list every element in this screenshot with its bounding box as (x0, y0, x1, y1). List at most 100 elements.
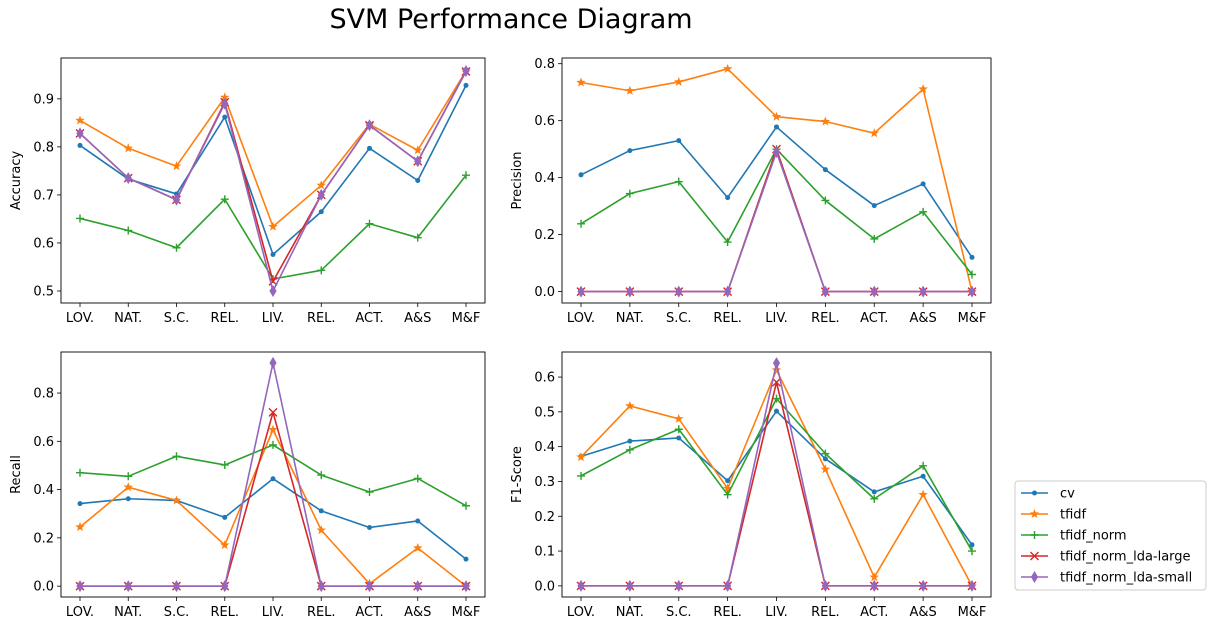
series-line (79, 444, 467, 507)
x-tick-label: S.C. (164, 311, 190, 326)
data-point (919, 461, 928, 470)
data-point (77, 501, 83, 507)
y-tick-label: 0.5 (33, 284, 54, 299)
figure-title: SVM Performance Diagram (329, 4, 693, 35)
legend-marker (1030, 551, 1039, 561)
series-cv (578, 408, 975, 548)
data-point (367, 145, 372, 151)
y-tick-label: 0.4 (534, 440, 555, 455)
x-tick-label: ACT. (860, 605, 888, 620)
data-point (318, 209, 324, 215)
data-point (172, 193, 181, 206)
data-point (125, 496, 131, 502)
data-point (365, 119, 374, 132)
x-tick-label: REL. (811, 311, 840, 326)
series-tfidf-norm (577, 394, 976, 556)
y-tick-label: 0.0 (33, 580, 54, 595)
data-point (413, 233, 422, 242)
legend-label: cv (1060, 487, 1075, 502)
y-tick-label: 0.7 (33, 188, 54, 203)
data-point (270, 251, 276, 257)
data-point (412, 543, 423, 553)
data-point (821, 196, 830, 205)
series-line (80, 362, 466, 587)
data-point (268, 424, 278, 434)
data-point (627, 438, 633, 444)
data-point (221, 580, 229, 593)
data-point (317, 580, 325, 593)
y-axis-label: Precision (510, 151, 525, 209)
data-point (870, 285, 878, 298)
data-point (772, 394, 781, 403)
x-tick-label: REL. (307, 605, 336, 620)
data-point (722, 483, 733, 493)
data-point (723, 490, 732, 499)
data-point (367, 524, 372, 530)
data-point (221, 97, 229, 110)
y-tick-label: 0.4 (33, 483, 54, 498)
data-point (317, 471, 326, 480)
series-line (79, 428, 467, 587)
x-tick-label: ACT. (355, 605, 383, 620)
y-tick-label: 0.3 (534, 475, 555, 490)
data-point (822, 167, 828, 173)
data-point (772, 146, 781, 159)
x-tick-label: REL. (210, 311, 239, 326)
series-tfidf-norm-lda-large (576, 144, 977, 297)
x-tick-label: LIV. (765, 311, 787, 326)
series-line (79, 71, 467, 283)
data-point (77, 142, 83, 148)
x-tick-label: A&S (404, 311, 431, 326)
data-point (871, 489, 877, 495)
data-point (675, 285, 683, 298)
chart-panel-accuracy: 0.5 0.6 0.7 0.8 0.9 LOV. NAT. S.C. REL. LIV. REL. A… (9, 57, 486, 326)
chart-panel-f1-score: 0.0 0.1 0.2 0.3 0.4 0.5 0.6 LOV. NAT. S.C. REL. LIV… (510, 351, 992, 620)
data-point (723, 238, 732, 247)
data-point (365, 219, 374, 228)
series-tfidf (75, 424, 471, 591)
data-point (968, 547, 976, 556)
data-point (317, 266, 326, 275)
data-point (222, 114, 228, 120)
data-point (415, 518, 421, 524)
data-point (220, 460, 229, 469)
legend-label: tfidf_norm (1060, 529, 1127, 544)
series-line (79, 85, 467, 256)
data-point (870, 234, 879, 243)
data-point (869, 128, 880, 138)
series-tfidf (576, 63, 977, 296)
data-point (462, 171, 470, 180)
data-point (820, 116, 831, 126)
legend-entry-tfidf: tfidf (1021, 508, 1087, 523)
data-point (675, 579, 683, 592)
data-point (578, 172, 584, 178)
data-point (576, 77, 586, 87)
data-point (269, 356, 277, 369)
data-point (414, 580, 422, 593)
chart-panel-precision: 0.0 0.2 0.4 0.6 0.8 LOV. NAT. S.C. REL. LIV. REL. A… (510, 57, 992, 326)
data-point (172, 580, 181, 593)
data-point (870, 579, 878, 592)
data-point (821, 285, 829, 298)
x-tick-label: NAT. (114, 605, 142, 620)
x-tick-label: LOV. (567, 605, 595, 620)
data-point (968, 285, 976, 298)
x-tick-label: A&S (909, 605, 936, 620)
x-tick-label: REL. (307, 311, 336, 326)
series-cv (578, 124, 975, 260)
data-point (76, 468, 84, 477)
legend-marker (1030, 531, 1039, 539)
data-point (918, 84, 928, 94)
series-line (580, 68, 973, 292)
legend-label: tfidf_norm_lda-large (1060, 550, 1191, 565)
data-point (75, 115, 85, 125)
x-tick-label: S.C. (666, 311, 692, 326)
data-point (625, 189, 634, 198)
y-axis-label: F1-Score (510, 446, 525, 503)
data-point (577, 471, 585, 480)
series-tfidf-norm-lda-small (76, 64, 470, 297)
data-point (413, 474, 422, 483)
y-tick-label: 0.0 (534, 285, 555, 300)
data-point (674, 177, 683, 186)
data-point (625, 400, 635, 410)
